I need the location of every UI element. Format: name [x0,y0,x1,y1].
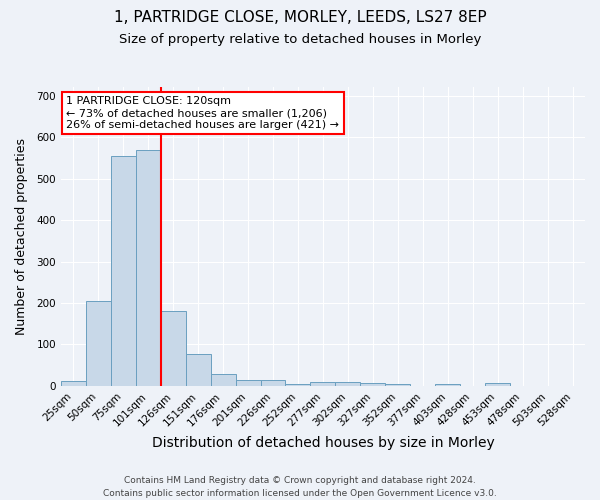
Bar [111,156,136,386]
Text: Contains HM Land Registry data © Crown copyright and database right 2024.
Contai: Contains HM Land Registry data © Crown c… [103,476,497,498]
Bar [61,381,86,386]
Y-axis label: Number of detached properties: Number of detached properties [15,138,28,335]
Bar [286,384,310,386]
Text: 1 PARTRIDGE CLOSE: 120sqm
← 73% of detached houses are smaller (1,206)
26% of se: 1 PARTRIDGE CLOSE: 120sqm ← 73% of detac… [66,96,339,130]
Bar [310,382,335,386]
X-axis label: Distribution of detached houses by size in Morley: Distribution of detached houses by size … [152,436,494,450]
Bar [211,374,236,386]
Bar [236,380,260,386]
Bar [485,383,510,386]
Bar [86,301,111,386]
Bar [385,384,410,386]
Bar [335,382,361,386]
Bar [435,384,460,386]
Bar [185,354,211,386]
Bar [361,382,385,386]
Bar [136,150,161,386]
Bar [260,380,286,386]
Bar [161,312,185,386]
Text: 1, PARTRIDGE CLOSE, MORLEY, LEEDS, LS27 8EP: 1, PARTRIDGE CLOSE, MORLEY, LEEDS, LS27 … [113,10,487,25]
Text: Size of property relative to detached houses in Morley: Size of property relative to detached ho… [119,32,481,46]
